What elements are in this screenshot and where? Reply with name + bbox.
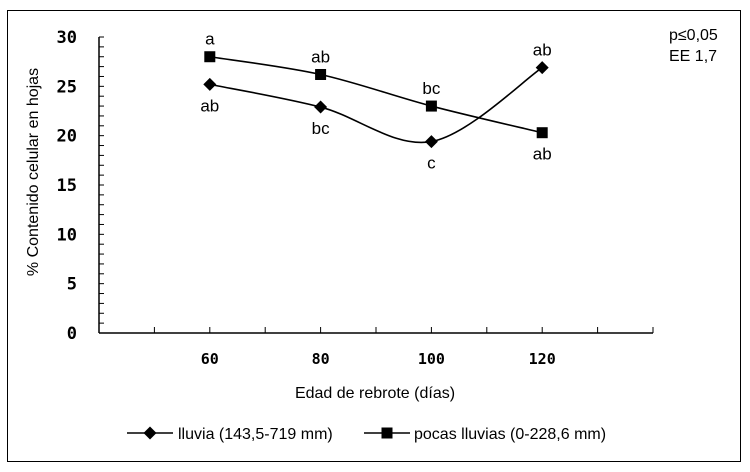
series-square: a ab bc ab (204, 30, 552, 164)
x-tick-label: 100 (418, 350, 445, 368)
legend-label: pocas lluvias (0-228,6 mm) (414, 426, 606, 443)
y-tick-label: 30 (57, 28, 77, 48)
legend: lluvia (143,5-719 mm) pocas lluvias (0-22… (127, 426, 606, 443)
y-tick-label: 20 (57, 127, 77, 147)
square-marker (536, 127, 548, 139)
chart-frame (7, 10, 741, 462)
significance-label: a (205, 30, 215, 49)
legend-item: pocas lluvias (0-228,6 mm) (364, 426, 606, 443)
significance-label: ab (311, 47, 330, 66)
legend-item: lluvia (143,5-719 mm) (127, 426, 333, 443)
significance-label: c (427, 154, 436, 173)
diamond-marker (424, 135, 438, 149)
legend-diamond-marker (143, 426, 157, 440)
y-tick-label: 25 (57, 77, 77, 97)
significance-label: ab (200, 96, 219, 115)
stats-box: p≤0,05 EE 1,7 (669, 27, 718, 65)
significance-label: ab (533, 145, 552, 164)
series-line (209, 55, 543, 134)
diamond-marker (203, 77, 217, 91)
diamond-marker (314, 100, 328, 114)
stats-line: EE 1,7 (669, 48, 717, 65)
series-diamond: ab bc c ab (200, 41, 551, 173)
x-tick-label: 120 (529, 350, 556, 368)
axes: 0 5 10 15 20 25 30 60 80 100 120 (57, 28, 654, 368)
legend-square-marker (381, 427, 393, 439)
diamond-marker (535, 61, 549, 75)
y-tick-label: 15 (57, 176, 77, 196)
series-group: ab bc c ab a ab bc ab (200, 30, 551, 173)
significance-label: ab (533, 41, 552, 60)
x-tick-label: 80 (312, 350, 330, 368)
y-tick-label: 5 (67, 275, 77, 295)
stats-line: p≤0,05 (669, 27, 718, 44)
legend-label: lluvia (143,5-719 mm) (178, 426, 333, 443)
significance-label: bc (312, 119, 330, 138)
square-marker (425, 100, 437, 112)
x-axis-label: Edad de rebrote (días) (295, 385, 455, 402)
x-tick-label: 60 (201, 350, 219, 368)
y-tick-label: 0 (67, 324, 77, 344)
y-axis-label: % Contenido celular en hojas (25, 68, 42, 276)
y-tick-label: 10 (57, 225, 77, 245)
series-line (209, 66, 543, 144)
square-marker (204, 51, 216, 63)
significance-label: bc (422, 79, 440, 98)
square-marker (315, 68, 327, 80)
